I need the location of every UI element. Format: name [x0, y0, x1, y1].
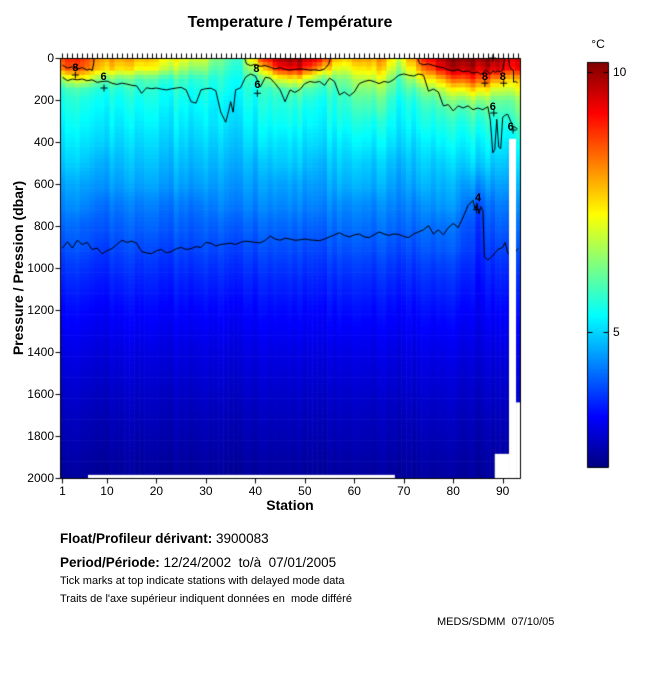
y-tick-label: 600: [33, 177, 54, 191]
y-tick-label: 1800: [27, 429, 54, 443]
x-tick-label: 90: [496, 484, 510, 498]
y-tick-label: 1600: [27, 387, 54, 401]
y-tick-label: 0: [47, 51, 54, 65]
x-tick-label: 1: [59, 484, 66, 498]
x-axis-label: Station: [266, 497, 314, 513]
x-tick-label: 50: [298, 484, 312, 498]
y-tick-label: 200: [33, 93, 54, 107]
contour-label-8: 8: [499, 70, 506, 83]
y-tick-label: 2000: [27, 471, 54, 485]
x-tick-label: 60: [347, 484, 361, 498]
period-value: 12/24/2002 to/à 07/01/2005: [159, 555, 337, 570]
contour-label-8: 8: [253, 62, 260, 75]
float-id-label: Float/Profileur dérivant:: [60, 531, 213, 546]
y-tick-label: 800: [33, 219, 54, 233]
colorbar-tick-label: 5: [613, 325, 620, 339]
contour-label-8: 8: [72, 61, 79, 74]
y-tick-label: 400: [33, 135, 54, 149]
y-tick-label: 1400: [27, 345, 54, 359]
delayed-mode-note-fr: Traits de l'axe supérieur indiquent donn…: [60, 593, 352, 605]
delayed-mode-note-en: Tick marks at top indicate stations with…: [60, 575, 345, 587]
float-id-value: 3900083: [212, 531, 269, 546]
period-line: Period/Période: 12/24/2002 to/à 07/01/20…: [60, 555, 336, 570]
credit-text: MEDS/SDMM 07/10/05: [437, 616, 555, 628]
y-tick-label: 1000: [27, 261, 54, 275]
x-tick-label: 40: [248, 484, 263, 498]
contour-label-6: 6: [489, 100, 496, 113]
contour-label-6: 6: [254, 78, 261, 91]
x-tick-label: 10: [100, 484, 114, 498]
colorbar-unit-label: °C: [591, 37, 605, 51]
float-id-line: Float/Profileur dérivant: 3900083: [60, 531, 269, 546]
contour-label-6: 6: [100, 70, 107, 83]
period-label: Period/Période:: [60, 555, 160, 570]
colorbar-tick-label: 10: [613, 65, 627, 80]
x-tick-label: 20: [149, 484, 164, 498]
contour-label-6: 6: [507, 120, 514, 133]
x-tick-label: 30: [199, 484, 213, 498]
x-tick-label: 80: [446, 484, 460, 498]
chart-title: Temperature / Température: [187, 14, 393, 31]
contour-label-4: 4: [474, 192, 482, 205]
y-tick-label: 1200: [27, 303, 54, 317]
x-tick-label: 70: [397, 484, 411, 498]
contour-label-8: 8: [481, 70, 488, 83]
